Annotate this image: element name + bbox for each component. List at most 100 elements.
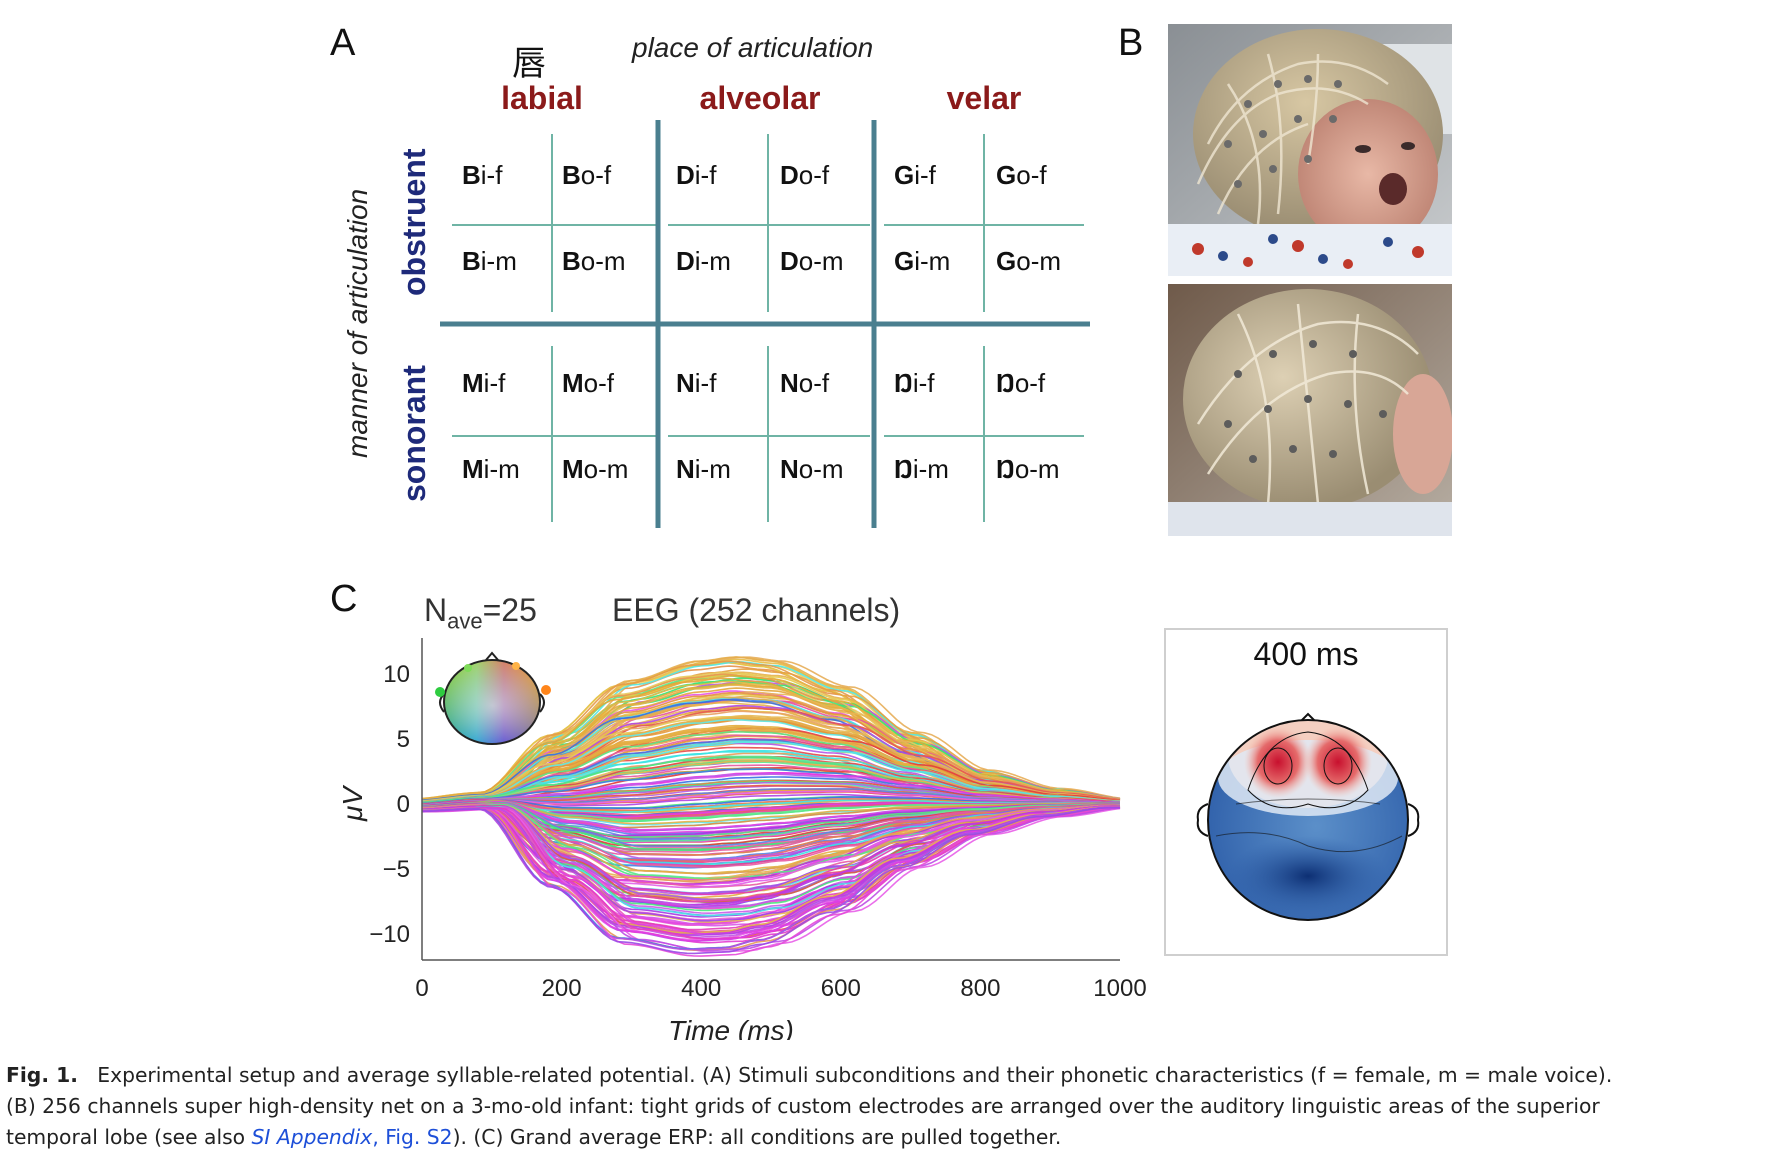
- x-axis-label: Time (ms): [668, 1015, 794, 1040]
- syllable-cell: Ni-m: [676, 454, 731, 485]
- syllable-onset: B: [562, 246, 581, 276]
- syllable-onset: N: [780, 368, 799, 398]
- syllable-rest: o-f: [1014, 368, 1046, 398]
- syllable-rest: o-f: [580, 160, 612, 190]
- syllable-cell: Do-f: [780, 160, 829, 191]
- syllable-cell: Ŋo-f: [996, 368, 1045, 399]
- syllable-onset: B: [562, 160, 581, 190]
- syllable-onset: G: [996, 246, 1017, 276]
- nave-subscript: ave: [447, 608, 483, 634]
- syllable-rest: o-m: [1016, 246, 1062, 276]
- syllable-onset: M: [562, 454, 584, 484]
- syllable-cell: Di-f: [676, 160, 716, 191]
- erp-channel-line: [422, 772, 1121, 805]
- caption-line-1: Fig. 1. Experimental setup and average s…: [6, 1060, 1782, 1091]
- syllable-onset: B: [462, 246, 481, 276]
- caption-line-3: temporal lobe (see also SI Appendix, Fig…: [6, 1122, 1782, 1153]
- y-tick-label: 0: [397, 791, 410, 818]
- syllable-cell: Ŋi-m: [894, 454, 949, 485]
- syllable-rest: i-m: [694, 454, 731, 484]
- syllable-onset: M: [562, 368, 584, 398]
- syllable-rest: i-f: [912, 368, 935, 398]
- syllable-cell: Go-f: [996, 160, 1047, 191]
- column-header-velar: velar: [946, 80, 1022, 116]
- erp-channel-lines: [421, 656, 1121, 957]
- topomap: [1196, 712, 1420, 921]
- infant-photo-front: [1168, 24, 1452, 276]
- syllable-rest: o-f: [798, 160, 830, 190]
- electrode-head-inset: [435, 651, 551, 745]
- syllable-cell: Bi-f: [462, 160, 502, 191]
- syllable-cell: No-f: [780, 368, 829, 399]
- caption-line-2: (B) 256 channels super high-density net …: [6, 1094, 1600, 1118]
- panel-a-letter: A: [330, 22, 356, 64]
- syllable-onset: M: [462, 368, 484, 398]
- y-tick-label: −5: [383, 856, 410, 883]
- syllable-cell: Mo-m: [562, 454, 628, 485]
- infant-photo-side: [1168, 284, 1452, 536]
- syllable-rest: o-m: [798, 454, 844, 484]
- syllable-cell: Mi-m: [462, 454, 520, 485]
- syllable-onset: D: [780, 246, 799, 276]
- nave-label: Nave=25: [424, 592, 537, 634]
- erp-channel-line: [422, 807, 1121, 953]
- y-tick-label: 5: [397, 726, 410, 753]
- y-axis-label: μV: [337, 785, 368, 822]
- syllable-cell: Ŋi-f: [894, 368, 934, 399]
- syllable-rest: o-f: [1016, 160, 1047, 190]
- si-appendix-link[interactable]: SI Appendix: [251, 1125, 373, 1149]
- erp-channel-line: [421, 807, 1121, 957]
- syllable-cell: Gi-m: [894, 246, 950, 277]
- syllable-rest: i-f: [694, 368, 717, 398]
- syllable-onset: G: [894, 160, 915, 190]
- panel-c-letter: C: [330, 578, 358, 620]
- syllable-rest: o-m: [583, 454, 629, 484]
- syllable-cell: Gi-f: [894, 160, 936, 191]
- caption-text-3a: temporal lobe (see also: [6, 1125, 252, 1149]
- caption-comma: ,: [372, 1125, 386, 1149]
- panel-b-letter: B: [1118, 22, 1144, 64]
- y-tick-label: 10: [383, 661, 410, 688]
- fig-s2-link[interactable]: Fig. S2: [385, 1125, 453, 1149]
- x-tick-label: 1000: [1093, 975, 1146, 1002]
- nave-value: =25: [482, 592, 537, 628]
- syllable-rest: i-m: [483, 454, 520, 484]
- syllable-rest: o-f: [798, 368, 830, 398]
- nave-main: N: [424, 592, 448, 628]
- erp-channel-line: [422, 781, 1121, 806]
- syllable-cell: Ni-f: [676, 368, 716, 399]
- column-header-labial: labial: [501, 80, 583, 116]
- figure-label: Fig. 1.: [6, 1063, 78, 1087]
- syllable-onset: Ŋ: [996, 368, 1015, 398]
- syllable-cell: Mo-f: [562, 368, 614, 399]
- erp-chart: 0 200 400 600 800 1000 10 5 0 −5 −10 Time (ms) μV: [337, 638, 1147, 1040]
- syllable-rest: i-f: [694, 160, 717, 190]
- x-tick-label: 0: [415, 975, 428, 1002]
- y-tick-label: −10: [369, 921, 410, 948]
- x-tick-label: 200: [542, 975, 582, 1002]
- syllable-cell: No-m: [780, 454, 844, 485]
- syllable-cell: Mi-f: [462, 368, 505, 399]
- topomap-time-label: 400 ms: [1253, 636, 1359, 672]
- syllable-rest: i-f: [483, 368, 506, 398]
- syllable-onset: G: [996, 160, 1017, 190]
- syllable-onset: Ŋ: [996, 454, 1015, 484]
- topomap-panel: 400 ms: [1164, 628, 1448, 956]
- erp-channel-line: [421, 807, 1120, 955]
- column-header-alveolar: alveolar: [699, 80, 821, 116]
- syllable-cell: Go-m: [996, 246, 1061, 277]
- syllable-rest: i-m: [480, 246, 517, 276]
- syllable-cell: Bi-m: [462, 246, 517, 277]
- annotation-character: 唇: [512, 44, 546, 84]
- syllable-rest: i-m: [694, 246, 731, 276]
- syllable-cell: Ŋo-m: [996, 454, 1060, 485]
- syllable-rest: i-m: [912, 454, 949, 484]
- x-tick-label: 400: [681, 975, 721, 1002]
- eeg-title: EEG (252 channels): [612, 592, 901, 628]
- syllable-onset: M: [462, 454, 484, 484]
- syllable-onset: N: [780, 454, 799, 484]
- x-tick-label: 800: [960, 975, 1000, 1002]
- syllable-rest: o-m: [1014, 454, 1060, 484]
- syllable-onset: B: [462, 160, 481, 190]
- erp-channel-line: [421, 760, 1121, 805]
